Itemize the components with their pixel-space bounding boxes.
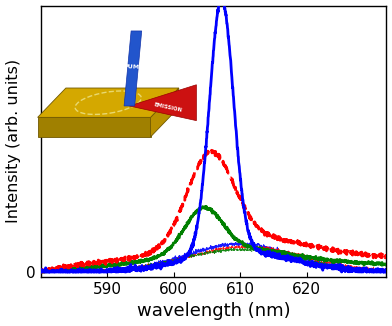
Polygon shape — [38, 117, 151, 137]
Polygon shape — [38, 88, 179, 117]
Polygon shape — [124, 31, 142, 106]
Polygon shape — [151, 88, 179, 137]
Polygon shape — [129, 85, 196, 121]
Y-axis label: Intensity (arb. units): Intensity (arb. units) — [5, 59, 20, 223]
Text: PUMP: PUMP — [123, 64, 145, 70]
X-axis label: wavelength (nm): wavelength (nm) — [137, 303, 290, 320]
Text: EMISSION: EMISSION — [153, 102, 183, 113]
